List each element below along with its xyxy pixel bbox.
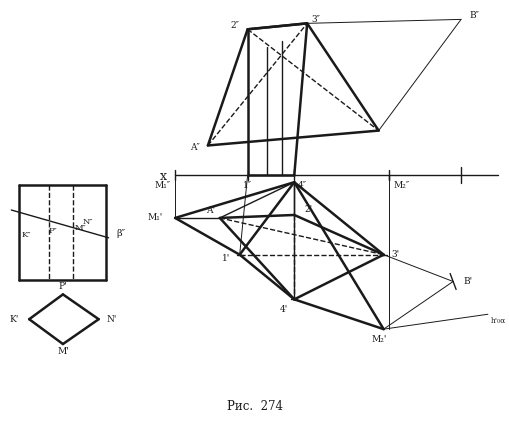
Text: x: x (160, 170, 167, 183)
Text: M': M' (57, 347, 69, 357)
Text: 4': 4' (279, 305, 288, 314)
Text: h'₀α: h'₀α (490, 317, 505, 325)
Text: 3″: 3″ (310, 15, 320, 24)
Text: P': P' (59, 282, 67, 291)
Text: A″: A″ (190, 143, 200, 152)
Text: β″: β″ (117, 229, 126, 238)
Text: 2″: 2″ (230, 21, 239, 30)
Text: 4″: 4″ (298, 181, 307, 190)
Text: B': B' (462, 277, 471, 286)
Text: P″: P″ (48, 227, 58, 235)
Text: K″: K″ (21, 231, 31, 239)
Text: M₁': M₁' (148, 213, 163, 222)
Text: 1″: 1″ (243, 181, 251, 190)
Text: N': N' (106, 315, 117, 324)
Text: M₁″: M₁″ (154, 181, 170, 190)
Text: M₂': M₂' (371, 335, 386, 344)
Text: Рис.  274: Рис. 274 (226, 400, 282, 413)
Text: M₂″: M₂″ (393, 181, 409, 190)
Text: M″: M″ (75, 224, 87, 232)
Text: 2': 2' (303, 205, 312, 213)
Text: B″: B″ (468, 11, 478, 20)
Text: N″: N″ (82, 218, 93, 226)
Text: 1': 1' (221, 254, 229, 263)
Text: K': K' (10, 315, 19, 324)
Text: A': A' (206, 205, 214, 215)
Text: 3': 3' (391, 250, 399, 259)
